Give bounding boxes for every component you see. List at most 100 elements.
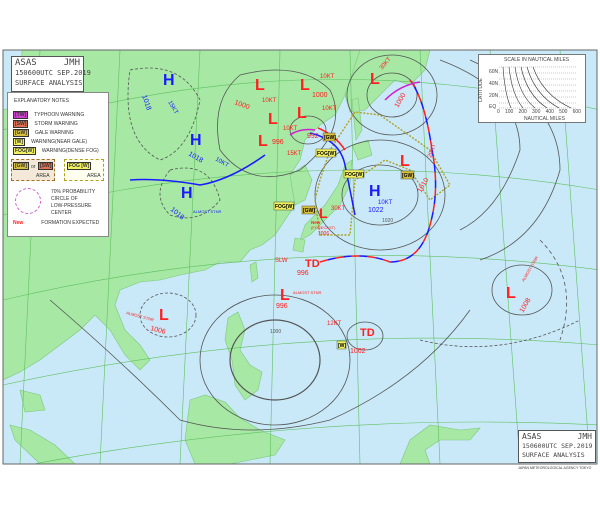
note-dense-fog: FOG[W] WARNING(DENSE FOG)	[13, 147, 99, 155]
fog-area-sample: FOG [W] AREA	[64, 159, 104, 181]
issuer-label: JMH	[63, 58, 80, 68]
isobar-labels: 1000 1020	[270, 218, 393, 335]
low-symbol: L	[506, 285, 516, 302]
note-typhoon: [TW] TYPHOON WARNING	[13, 111, 85, 119]
chart-title: SURFACE ANALYSIS	[522, 451, 585, 459]
low-symbol: L	[255, 77, 265, 94]
agency-label: ASAS	[522, 432, 542, 441]
lat-tick: 60N	[489, 69, 499, 75]
low-symbol: L	[258, 133, 268, 150]
stationary-front	[319, 79, 437, 263]
low-symbol: L	[400, 153, 410, 170]
notes-title: EXPLANATORY NOTES	[14, 98, 69, 104]
korea	[289, 164, 313, 206]
far-east-russia	[344, 50, 431, 113]
td-symbol: TD	[360, 327, 375, 339]
issuer-label: JMH	[577, 432, 592, 441]
low-4: L 10KT	[268, 111, 298, 132]
new-label: New	[311, 220, 321, 225]
nm-ticks: 0 100 200 300 400 500 600	[497, 109, 581, 115]
sulawesi	[399, 424, 481, 464]
low-symbol: L	[370, 71, 380, 88]
gale-warning-tag: [GW]	[303, 208, 315, 214]
pressure-label: 996	[297, 270, 309, 277]
low-6: 992	[307, 133, 319, 140]
lat-tick: 40N	[489, 81, 499, 87]
lat-tick: EQ	[489, 104, 497, 110]
pressure-label: 996	[272, 139, 284, 146]
low-symbol: L	[319, 205, 328, 221]
note-gale: [GW] GALE WARNING	[13, 129, 74, 137]
sumatra	[9, 424, 76, 464]
japan-kyushu	[292, 237, 306, 253]
motion-label: 10KT	[283, 126, 298, 132]
note-new: New FORMATION EXPECTED	[13, 220, 100, 226]
motion-label: SLW	[275, 258, 288, 264]
low-symbol: L	[159, 307, 169, 324]
pressure-label: 1018	[140, 94, 152, 111]
motion-label: 10KT	[322, 106, 337, 112]
lat-tick: 20N	[489, 93, 499, 99]
high-symbol: H	[369, 183, 381, 200]
map-frame	[2, 49, 598, 465]
motion-label: 15KT	[287, 151, 302, 157]
warning-tags: [GW] FOG[W] FOG[W] FOG[W] [GW] [GW] [W]	[273, 132, 414, 350]
probability-circle-icon	[15, 188, 41, 214]
time-label: 150600UTC SEP.2019	[522, 442, 593, 450]
gale-warning-tag: [GW]	[402, 173, 414, 179]
high-symbol: H	[163, 72, 175, 89]
isobar-label: 1000	[270, 329, 281, 335]
agency-label: ASAS	[15, 58, 37, 68]
low-1: L 1000 10KT	[233, 77, 276, 111]
tropical-depression-2: TD 1002 12KT	[327, 321, 375, 355]
sakhalin	[351, 97, 363, 141]
header-box: ASAS JMH 150600UTC SEP.2019 SURFACE ANALY…	[11, 56, 91, 92]
low-symbol: L	[268, 111, 278, 128]
motion-label: 10KT	[262, 98, 277, 104]
pressure-label: 1000	[312, 92, 328, 99]
pressure-label: 1006	[318, 231, 329, 237]
scale-title: SCALE IN NAUTICAL MILES	[504, 57, 570, 63]
motion-label: 10KT	[320, 74, 335, 80]
low-symbol: L	[300, 77, 310, 94]
motion-label: 20KT	[427, 143, 438, 159]
note-storm: [SW] STORM WARNING	[13, 120, 78, 128]
motion-label: ALMOST STNR	[193, 209, 221, 214]
explanatory-notes: EXPLANATORY NOTES [TW] TYPHOON WARNING [S…	[7, 92, 109, 237]
gale-warning-tag: [GW]	[324, 135, 336, 141]
scale-xlabel: NAUTICAL MILES	[524, 116, 565, 122]
motion-label: 10KT	[378, 200, 393, 206]
isobars	[49, 54, 581, 431]
probability-note: 70% PROBABILITY CIRCLE OF LOW-PRESSURE C…	[51, 189, 96, 216]
scale-box: SCALE IN NAUTICAL MILES LATITUDE 60N 40N…	[478, 54, 586, 123]
chart-title: SURFACE ANALYSIS	[15, 79, 83, 87]
note-near-gale: [W] WARNING(NEAR GALE)	[13, 138, 87, 146]
low-3: L 10KT	[297, 105, 337, 122]
near-gale-warning-tag: [W]	[338, 343, 346, 349]
td-symbol: TD	[305, 258, 320, 270]
cold-front-west	[129, 154, 266, 186]
credit-label: JAPAN METEOROLOGICAL AGENCY TOKYO	[518, 466, 592, 470]
motion-label: ALMOST STNR	[293, 290, 321, 295]
high-symbol: H	[181, 185, 193, 202]
footer-box: ASAS JMH 150600UTC SEP.2019 SURFACE ANALY…	[518, 430, 596, 463]
scale-curves	[499, 66, 577, 109]
high-symbol: H	[190, 132, 202, 149]
low-symbol: L	[280, 287, 290, 304]
fog-warning-tag: FOG[W]	[345, 172, 364, 178]
low-symbol: L	[297, 105, 307, 122]
taiwan	[249, 261, 259, 283]
motion-label: 12KT	[327, 321, 342, 327]
pressure-label: 1006	[149, 325, 166, 336]
pressure-label: 996	[276, 303, 288, 310]
occluded-front	[289, 128, 316, 136]
time-label: 150600UTC SEP.2019	[15, 69, 91, 77]
motion-label: 30KT	[331, 206, 346, 212]
pressure-label: 1000	[233, 99, 250, 111]
pressure-label: 1002	[350, 348, 366, 355]
